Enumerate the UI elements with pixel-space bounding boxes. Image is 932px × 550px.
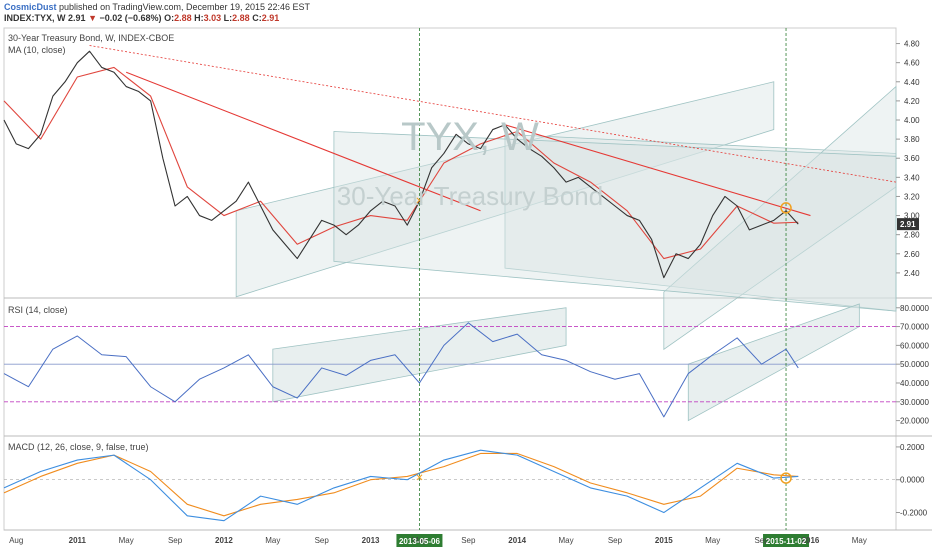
chart-series: ✕✕ (3, 50, 799, 522)
open-value: 2.88 (174, 13, 192, 23)
close-label: C: (252, 13, 262, 23)
low-value: 2.88 (232, 13, 250, 23)
price-tick-label: 4.40 (904, 78, 920, 87)
circle-marker (780, 472, 792, 484)
rsi-tick-label: 20.0000 (900, 417, 929, 426)
cross-marker: ✕ (415, 473, 423, 484)
price-tick-label: 3.20 (904, 192, 920, 201)
time-tick-label: May (265, 536, 280, 545)
macd-tick-label: 0.2000 (900, 443, 925, 452)
price-tick-label: 3.40 (904, 173, 920, 182)
price-tick-label: 3.00 (904, 212, 920, 221)
time-tick-label: Sep (168, 536, 183, 545)
time-tick-label: Sep (315, 536, 330, 545)
time-tick-label: 2012 (215, 536, 233, 545)
rsi-tick-label: 50.0000 (900, 360, 929, 369)
date-badge (763, 534, 810, 547)
price-tick-label: 2.80 (904, 231, 920, 240)
circle-marker (780, 202, 792, 214)
price-change: −0.02 (−0.68%) (99, 13, 162, 23)
rsi-tick-label: 60.0000 (900, 341, 929, 350)
time-tick-label: 2015 (655, 536, 673, 545)
author-link[interactable]: CosmicDust (4, 2, 57, 12)
last-price: 2.91 (68, 13, 86, 23)
change-down-icon: ▼ (88, 13, 97, 23)
high-label: H: (194, 13, 204, 23)
watermark-symbol: TYX, W (401, 115, 539, 159)
price-pane-title: 30-Year Treasury Bond, W, INDEX-CBOE (8, 33, 174, 43)
publish-info: CosmicDust published on TradingView.com,… (4, 2, 310, 13)
rsi-channel (687, 303, 860, 422)
time-tick-label: Sep (754, 536, 769, 545)
price-tick-label: 4.80 (904, 40, 920, 49)
time-tick-label: May (559, 536, 574, 545)
price-tick-label: 4.60 (904, 59, 920, 68)
low-label: L: (223, 13, 233, 23)
time-tick-label: Sep (608, 536, 623, 545)
ohlc-bar: INDEX:TYX, W 2.91 ▼ −0.02 (−0.68%) O:2.8… (4, 13, 279, 24)
last-price-badge (897, 218, 919, 231)
date-badge-label: 2015-11-02 (766, 537, 807, 546)
macd-pane-title: MACD (12, 26, close, 9, false, true) (8, 442, 149, 452)
chart-decorations (3, 27, 932, 547)
trend-line-dotted (89, 45, 897, 183)
price-line (3, 50, 799, 279)
open-label: O: (164, 13, 175, 23)
signal-line (3, 452, 799, 517)
price-tick-label: 2.40 (904, 269, 920, 278)
close-value: 2.91 (261, 13, 280, 23)
trend-line (125, 71, 481, 212)
time-tick-label: Aug (9, 536, 23, 545)
rsi-line (3, 322, 799, 418)
price-tick-label: 4.00 (904, 116, 920, 125)
rsi-tick-label: 70.0000 (900, 323, 929, 332)
ma-line (3, 66, 799, 260)
rsi-tick-label: 40.0000 (900, 379, 929, 388)
price-tick-label: 2.60 (904, 250, 920, 259)
time-tick-label: May (852, 536, 867, 545)
time-tick-label: May (119, 536, 134, 545)
time-tick-label: Sep (461, 536, 476, 545)
macd-tick-label: -0.2000 (900, 509, 928, 518)
time-tick-label: 2011 (69, 536, 87, 545)
date-badge (396, 534, 443, 547)
rsi-tick-label: 80.0000 (900, 304, 929, 313)
price-tick-label: 3.60 (904, 154, 920, 163)
time-tick-label: 2013 (362, 536, 380, 545)
date-badge-label: 2013-05-06 (399, 537, 440, 546)
last-price-label: 2.91 (900, 220, 916, 229)
time-tick-label: 2014 (508, 536, 526, 545)
rsi-pane-title: RSI (14, close) (8, 305, 68, 315)
rsi-tick-label: 30.0000 (900, 398, 929, 407)
price-tick-label: 4.20 (904, 97, 920, 106)
channel-band (333, 131, 897, 312)
macd-line (3, 449, 799, 522)
time-tick-label: 2016 (802, 536, 820, 545)
watermark-name: 30-Year Treasury Bond (337, 181, 603, 211)
macd-tick-label: 0.0000 (900, 476, 925, 485)
high-value: 3.03 (203, 13, 222, 23)
ma-legend-label: MA (10, close) (8, 45, 66, 55)
time-tick-label: May (412, 536, 427, 545)
trend-line (504, 124, 811, 217)
cross-marker: ✕ (415, 196, 423, 207)
time-tick-label: May (705, 536, 720, 545)
chart-labels: TYX, W 30-Year Treasury Bond 30-Year Treas… (8, 33, 929, 546)
symbol-label: INDEX:TYX, W (4, 13, 66, 23)
publish-text: published on TradingView.com, December 1… (59, 2, 311, 12)
price-tick-label: 3.80 (904, 135, 920, 144)
